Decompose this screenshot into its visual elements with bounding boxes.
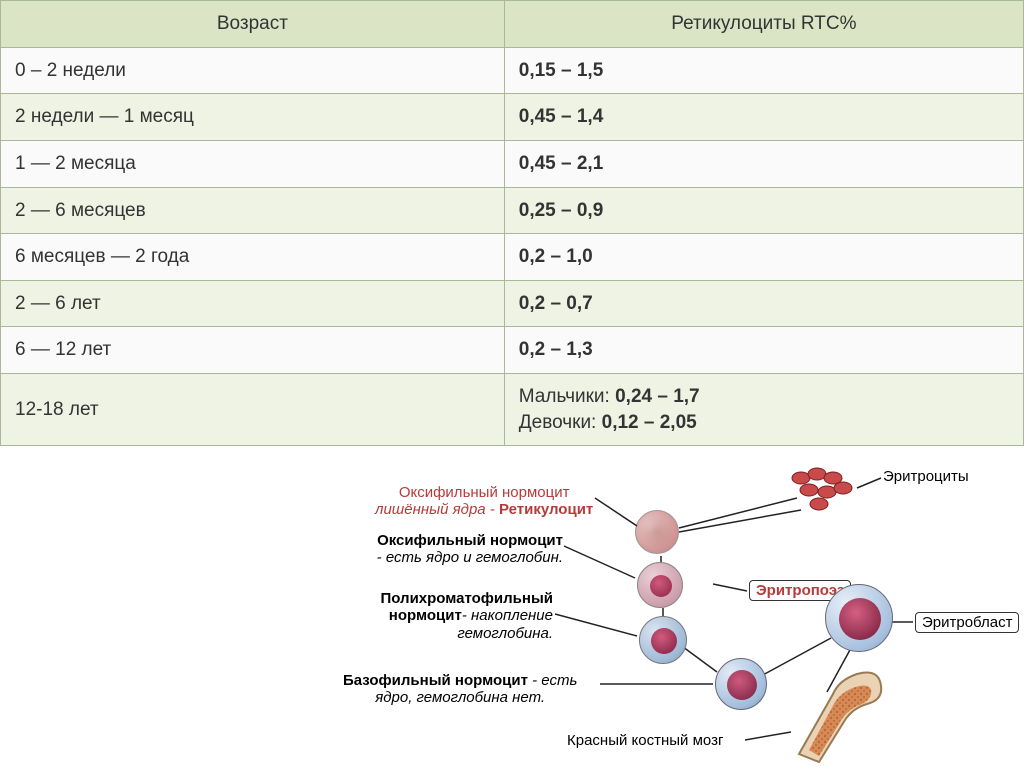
cell-age: 2 недели — 1 месяц [1, 94, 505, 141]
label-marrow: Красный костный мозг [567, 732, 723, 749]
cell-basophil [715, 658, 767, 710]
label-polychrom: Полихроматофильный нормоцит- накопление … [353, 590, 553, 642]
cell-age: 6 — 12 лет [1, 327, 505, 374]
cell-rtc: Мальчики: 0,24 – 1,7Девочки: 0,12 – 2,05 [504, 374, 1023, 446]
label-erythroblast: Эритробласт [915, 612, 1019, 633]
cell-age: 2 — 6 месяцев [1, 187, 505, 234]
cell-age: 12-18 лет [1, 374, 505, 446]
table-row: 6 месяцев — 2 года0,2 – 1,0 [1, 234, 1024, 281]
cell-oxyphil [637, 562, 683, 608]
erythropoiesis-diagram: Эритроциты Оксифильный нормоцит лишённый… [335, 466, 1015, 766]
cell-reticulocyte [635, 510, 679, 554]
col-rtc: Ретикулоциты RTC% [504, 1, 1023, 48]
cell-polychrom [639, 616, 687, 664]
rtc-table: Возраст Ретикулоциты RTC% 0 – 2 недели0,… [0, 0, 1024, 446]
cell-rtc: 0,25 – 0,9 [504, 187, 1023, 234]
label-basophil: Базофильный нормоцит - есть ядро, гемогл… [343, 672, 577, 707]
label-erythrocytes: Эритроциты [883, 468, 969, 485]
table-row: 2 недели — 1 месяц0,45 – 1,4 [1, 94, 1024, 141]
label-reticulocyte: Оксифильный нормоцит лишённый ядра - Рет… [375, 484, 593, 519]
cell-age: 2 — 6 лет [1, 280, 505, 327]
cell-rtc: 0,15 – 1,5 [504, 47, 1023, 94]
table-row: 0 – 2 недели0,15 – 1,5 [1, 47, 1024, 94]
table-row: 6 — 12 лет0,2 – 1,3 [1, 327, 1024, 374]
col-age: Возраст [1, 1, 505, 48]
table-row: 2 — 6 лет0,2 – 0,7 [1, 280, 1024, 327]
table-row: 1 — 2 месяца0,45 – 2,1 [1, 140, 1024, 187]
table-row: 12-18 летМальчики: 0,24 – 1,7Девочки: 0,… [1, 374, 1024, 446]
cell-rtc: 0,45 – 1,4 [504, 94, 1023, 141]
cell-rtc: 0,45 – 2,1 [504, 140, 1023, 187]
cell-rtc: 0,2 – 1,3 [504, 327, 1023, 374]
erythrocytes-cluster [783, 464, 873, 519]
cell-age: 6 месяцев — 2 года [1, 234, 505, 281]
cell-age: 0 – 2 недели [1, 47, 505, 94]
cell-erythroblast [825, 584, 893, 652]
cell-rtc: 0,2 – 1,0 [504, 234, 1023, 281]
bone-marrow [779, 666, 889, 764]
cell-rtc: 0,2 – 0,7 [504, 280, 1023, 327]
label-oxyphil: Оксифильный нормоцит - есть ядро и гемог… [363, 532, 563, 567]
table-row: 2 — 6 месяцев0,25 – 0,9 [1, 187, 1024, 234]
cell-age: 1 — 2 месяца [1, 140, 505, 187]
